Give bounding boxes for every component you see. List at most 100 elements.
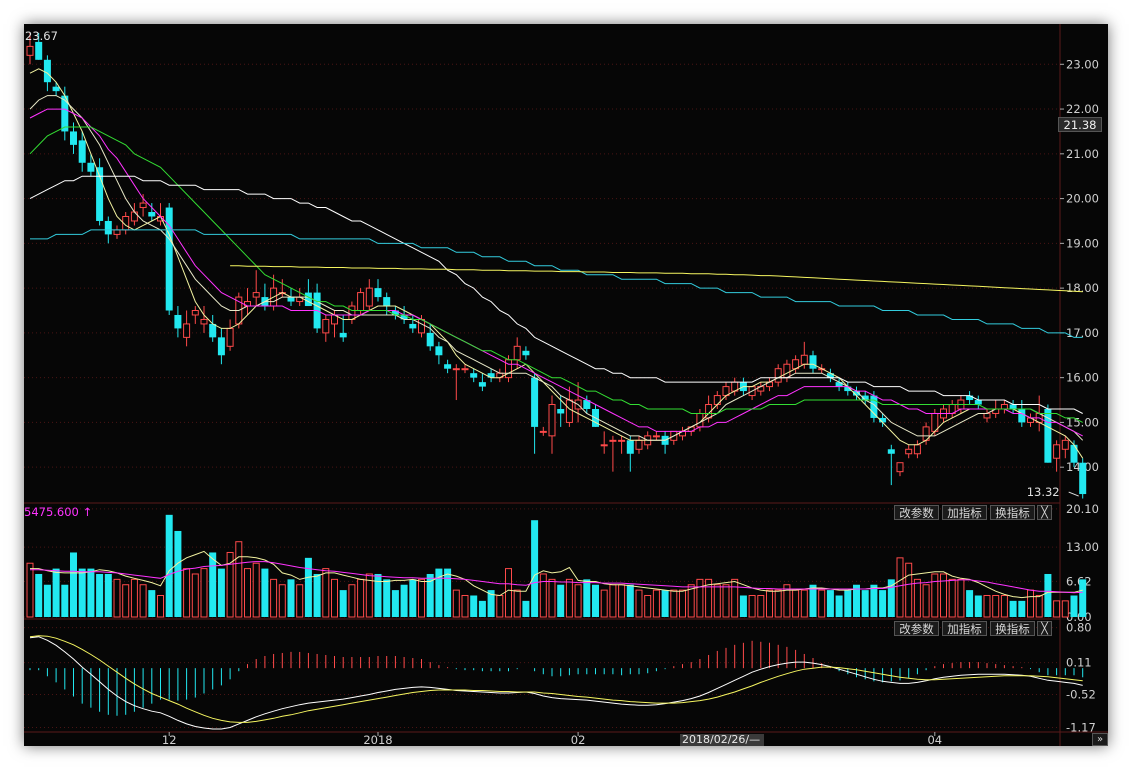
macd-add-indicator-button[interactable]: 加指标: [942, 621, 987, 636]
volume-bar: [226, 551, 234, 618]
volume-bar: [209, 552, 217, 617]
price-tick-label: 22.00: [1066, 102, 1099, 116]
candle-body: [383, 297, 391, 307]
volume-tick-label: 20.10: [1066, 502, 1099, 516]
candle-body: [487, 373, 495, 378]
volume-bar: [1018, 600, 1026, 617]
volume-params-button[interactable]: 改参数: [894, 505, 939, 520]
volume-bar: [922, 584, 930, 618]
volume-bar: [722, 584, 730, 618]
candle-body: [339, 332, 347, 338]
candle-body: [400, 314, 408, 320]
volume-bar: [913, 578, 921, 618]
candle-body: [348, 305, 356, 320]
volume-ma-line: [30, 561, 1083, 594]
candle-body: [966, 395, 974, 401]
price-tick-label: 18.00: [1066, 281, 1099, 295]
volume-bar: [87, 568, 95, 617]
volume-bar: [157, 594, 164, 618]
volume-bar: [757, 594, 765, 618]
candle-body: [652, 435, 660, 438]
price-tick-label: 20.00: [1066, 192, 1099, 206]
volume-bar: [705, 578, 713, 618]
volume-bar: [287, 579, 295, 617]
candle-body: [200, 318, 208, 325]
candle-body: [183, 323, 191, 338]
candle-body: [444, 364, 452, 369]
x-tick-label: 2018: [363, 733, 392, 746]
volume-bar: [461, 594, 469, 618]
candle-body: [357, 292, 365, 312]
candle-body: [913, 444, 921, 455]
volume-add-indicator-button[interactable]: 加指标: [942, 505, 987, 520]
macd-swap-indicator-button[interactable]: 换指标: [990, 621, 1035, 636]
volume-bar: [522, 600, 530, 617]
volume-bar: [652, 589, 660, 618]
volume-bar: [800, 589, 808, 618]
volume-bar: [548, 578, 556, 618]
volume-bar: [844, 590, 852, 617]
candle-body: [322, 318, 330, 334]
candle-body: [870, 395, 878, 418]
volume-bar: [418, 578, 425, 618]
candle-body: [418, 318, 425, 334]
macd-params-button[interactable]: 改参数: [894, 621, 939, 636]
volume-bar: [496, 594, 504, 618]
candle-body: [1000, 404, 1008, 410]
volume-bar: [774, 589, 782, 618]
last-price-tag: 21.38: [1058, 117, 1102, 132]
volume-bar: [409, 579, 417, 617]
volume-bar: [61, 584, 69, 617]
volume-bar: [374, 573, 382, 617]
volume-bar: [835, 595, 843, 617]
candle-body: [452, 368, 460, 371]
volume-max-label: 5475.600 ↑: [24, 505, 93, 519]
candle-body: [1044, 408, 1052, 463]
candle-body: [148, 212, 156, 217]
volume-bar: [583, 579, 591, 617]
volume-bar: [687, 584, 695, 618]
high-price-annotation: 23.67: [25, 29, 58, 43]
price-tick-label: 19.00: [1066, 236, 1099, 250]
price-ma-line: [230, 265, 1083, 293]
candle-body: [226, 327, 234, 347]
kline-chart[interactable]: 23.00 22.00 21.00 20.00 19.00 18.00 17.00 16.00…: [24, 24, 1108, 746]
x-tick-label: 02: [571, 733, 586, 746]
volume-bar: [339, 590, 347, 617]
volume-bar: [130, 578, 138, 618]
volume-bar: [104, 573, 112, 617]
volume-bar: [391, 590, 399, 617]
volume-bar: [931, 573, 939, 618]
candle-body: [165, 207, 173, 311]
candle-body: [583, 400, 591, 409]
macd-tick-label: -1.17: [1066, 720, 1096, 734]
volume-ma-line: [30, 550, 1083, 599]
candle-body: [713, 395, 721, 406]
volume-bar: [296, 584, 304, 618]
volume-close-button[interactable]: ╳: [1037, 505, 1052, 520]
macd-close-button[interactable]: ╳: [1037, 621, 1052, 636]
candle-body: [35, 41, 43, 60]
candle-body: [70, 131, 77, 145]
volume-bar: [992, 594, 1000, 618]
volume-bar: [78, 568, 86, 617]
volume-bar: [217, 568, 225, 617]
candle-body: [209, 323, 217, 338]
volume-bar: [966, 590, 974, 617]
volume-bar: [426, 573, 434, 617]
scroll-right-button[interactable]: »: [1092, 733, 1108, 746]
price-tick-label: 17.00: [1066, 326, 1099, 340]
volume-bar: [661, 590, 669, 617]
candle-body: [174, 314, 182, 329]
volume-bar: [644, 594, 652, 618]
macd-diff-line: [29, 636, 1083, 730]
volume-bar: [731, 578, 739, 618]
candle-body: [505, 359, 512, 379]
volume-bar: [191, 573, 199, 618]
candle-body: [879, 417, 887, 423]
volume-bar: [200, 568, 208, 618]
volume-bar: [809, 584, 817, 617]
price-tick-label: 16.00: [1066, 371, 1099, 385]
volume-swap-indicator-button[interactable]: 换指标: [990, 505, 1035, 520]
volume-bar: [252, 562, 260, 618]
